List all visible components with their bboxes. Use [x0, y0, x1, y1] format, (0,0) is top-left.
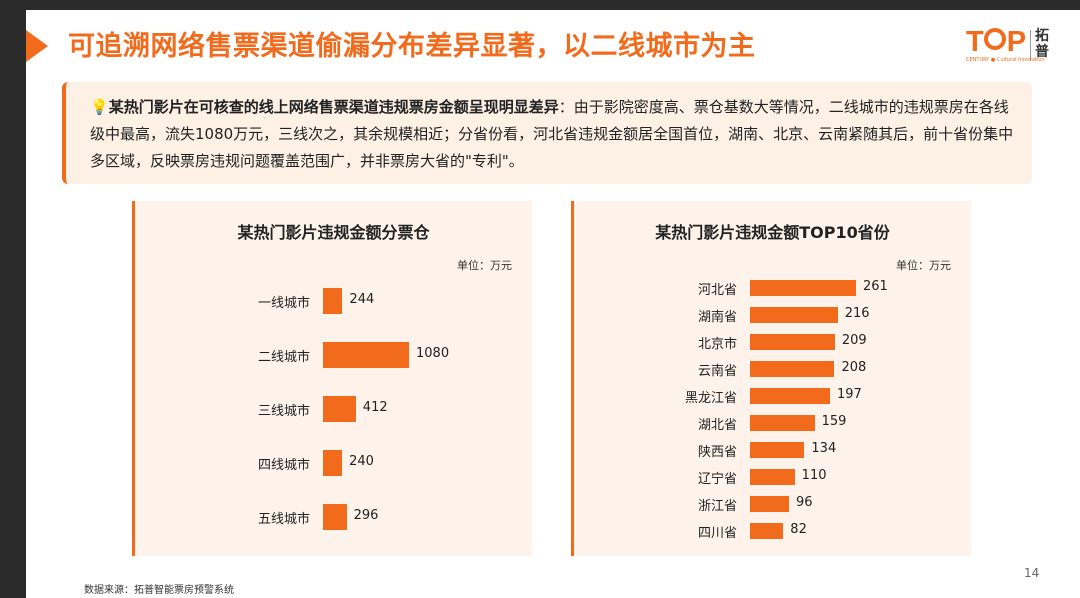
summary-text: ：由于影院密度高、票仓基数大等情况，二线城市的违规票房在各线级中最高，流失108… — [90, 98, 1014, 170]
category-label: 云南省 — [697, 364, 737, 379]
bar — [323, 396, 356, 422]
lightbulb-icon: 💡 — [90, 98, 109, 116]
bar — [750, 307, 838, 323]
bar — [323, 342, 409, 368]
category-label: 一线城市 — [257, 296, 310, 311]
bar-value-label: 208 — [841, 360, 867, 375]
chart-title: 某热门影片违规金额TOP10省份 — [655, 223, 890, 242]
bar-value-label: 261 — [863, 279, 888, 294]
category-label: 四线城市 — [257, 458, 310, 473]
category-label: 湖南省 — [697, 310, 737, 325]
chart-unit: 单位：万元 — [896, 259, 951, 272]
chart-panel-tier: 某热门影片违规金额分票仓 单位：万元 一线城市 244 二线城市 1080 三线城市 41… — [132, 201, 532, 556]
bar — [323, 288, 343, 314]
bar — [750, 334, 835, 350]
category-label: 黑龙江省 — [684, 391, 737, 406]
bar-value-label: 159 — [821, 414, 847, 429]
bar-value-label: 197 — [837, 387, 862, 402]
bar — [750, 415, 815, 431]
category-label: 二线城市 — [257, 350, 310, 365]
bar-value-label: 134 — [811, 441, 837, 456]
bar-value-label: 82 — [790, 522, 807, 537]
summary-box: 💡某热门影片在可核查的线上网络售票渠道违规票房金额呈现明显差异：由于影院密度高、… — [62, 82, 1032, 184]
title-arrow-icon — [26, 30, 48, 62]
category-label: 浙江省 — [697, 499, 737, 514]
logo-divider — [1030, 30, 1031, 60]
logo-cn: 拓普 — [1035, 28, 1049, 60]
bar — [750, 388, 830, 404]
bar — [750, 280, 856, 296]
chart-panel-province: 某热门影片违规金额TOP10省份 单位：万元 河北省 261 湖南省 216 北京市 20… — [571, 201, 971, 556]
category-label: 四川省 — [697, 526, 737, 541]
category-label: 五线城市 — [257, 512, 310, 527]
bar-value-label: 216 — [844, 306, 870, 321]
bar-value-label: 96 — [795, 495, 813, 510]
category-label: 陕西省 — [697, 445, 737, 460]
bar — [323, 450, 343, 476]
bar — [323, 504, 347, 530]
logo-o-icon — [983, 28, 1006, 50]
bar-value-label: 240 — [349, 454, 374, 469]
category-label: 北京市 — [697, 337, 737, 352]
page-title: 可追溯网络售票渠道偷漏分布差异显著，以二线城市为主 — [68, 31, 756, 62]
category-label: 三线城市 — [257, 404, 310, 419]
bar-value-label: 412 — [362, 400, 388, 415]
bar-value-label: 244 — [349, 292, 375, 307]
bar — [750, 496, 789, 512]
summary-bold: 某热门影片在可核查的线上网络售票渠道违规票房金额呈现明显差异 — [108, 98, 559, 116]
bar-value-label: 296 — [353, 508, 379, 523]
bar — [750, 361, 835, 377]
logo-subtitle: CENTURY ● Cultural Innovation — [966, 57, 1045, 63]
data-source: 数据来源：拓普智能票房预警系统 — [84, 585, 234, 596]
category-label: 河北省 — [697, 283, 737, 298]
bar — [750, 469, 795, 485]
chart-unit: 单位：万元 — [457, 259, 512, 272]
bar-value-label: 110 — [801, 468, 827, 483]
category-label: 辽宁省 — [697, 472, 737, 487]
bar-value-label: 1080 — [416, 346, 450, 361]
chart-title: 某热门影片违规金额分票仓 — [237, 223, 430, 242]
category-label: 湖北省 — [697, 418, 737, 433]
bar — [750, 442, 805, 458]
bar — [750, 523, 784, 539]
page-number: 14 — [1024, 566, 1040, 580]
bar-value-label: 209 — [841, 333, 867, 348]
